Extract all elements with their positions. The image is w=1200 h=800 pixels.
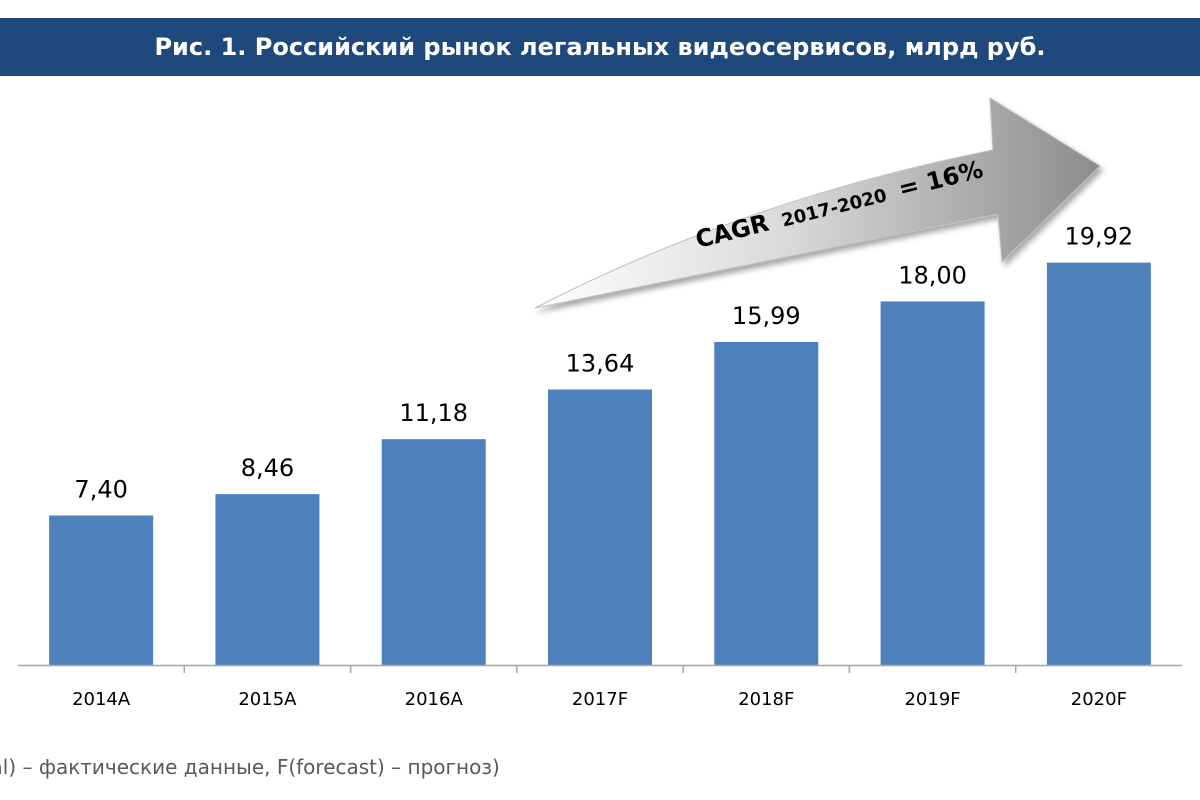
x-axis [18, 664, 1182, 673]
tick-label-2020F: 2020F [1071, 689, 1127, 710]
bars-group [49, 262, 1151, 665]
footnote-text: tual) – фактические данные, F(forecast) … [0, 755, 500, 779]
bar-2018F [714, 342, 819, 665]
bar-2017F [548, 389, 652, 665]
data-label-2014A: 7,40 [74, 476, 127, 504]
data-label-2016A: 11,18 [399, 399, 468, 427]
chart-title: Рис. 1. Российский рынок легальных видео… [154, 33, 1046, 61]
value-labels-group: 7,40 8,46 11,18 13,64 15,99 18,00 19,92 [74, 223, 1133, 504]
data-label-2020F: 19,92 [1064, 223, 1133, 251]
tick-label-2019F: 2019F [904, 689, 960, 710]
tick-label-2017F: 2017F [572, 689, 628, 710]
bar-2019F [880, 301, 985, 665]
data-label-2015A: 8,46 [241, 454, 294, 482]
category-labels-group: 2014A 2015A 2016A 2017F 2018F 2019F 2020F [72, 689, 1127, 710]
bar-2015A [215, 494, 320, 665]
cagr-arrow-shape [534, 97, 1101, 309]
tick-label-2015A: 2015A [238, 689, 297, 710]
footnote: tual) – фактические данные, F(forecast) … [0, 755, 1200, 791]
data-label-2019F: 18,00 [898, 261, 967, 289]
cagr-arrow: CAGR 2017-2020 = 16% [534, 97, 1101, 309]
bar-2014A [49, 515, 154, 665]
bar-2016A [381, 439, 486, 665]
tick-label-2016A: 2016A [405, 689, 464, 710]
tick-label-2014A: 2014A [72, 689, 131, 710]
tick-label-2018F: 2018F [738, 689, 794, 710]
bar-2020F [1046, 262, 1151, 665]
data-label-2018F: 15,99 [732, 302, 801, 330]
title-bar: Рис. 1. Российский рынок легальных видео… [0, 18, 1200, 76]
data-label-2017F: 13,64 [566, 349, 635, 377]
